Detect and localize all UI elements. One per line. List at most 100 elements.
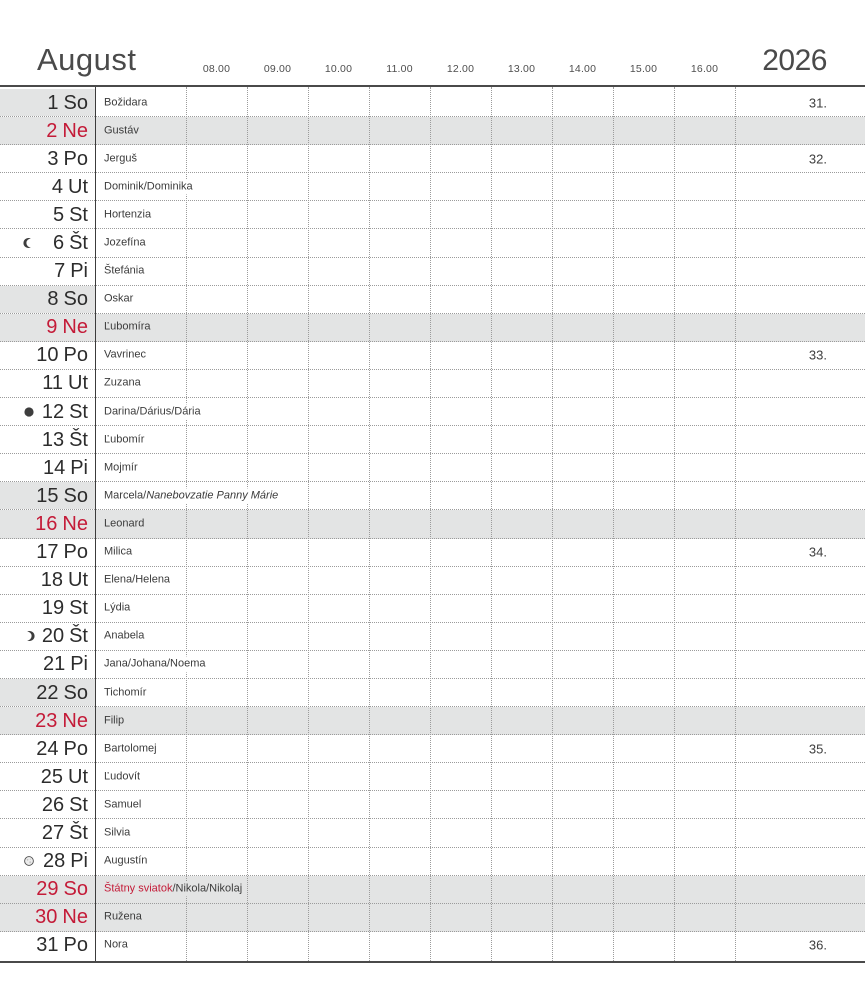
day-number: 17: [36, 541, 59, 564]
day-cell: 25 Ut: [0, 763, 95, 790]
day-cell: 31 Po: [0, 932, 95, 959]
day-number: 20: [41, 625, 65, 648]
nameday-segment: Jerguš: [104, 152, 138, 165]
day-row: 3 Po Jerguš 32.: [0, 145, 865, 174]
day-row: 30 Ne Ružena: [0, 903, 865, 932]
day-number: 19: [41, 597, 65, 620]
day-cell: 7 Pi: [0, 258, 95, 285]
day-row: 19 St Lýdia: [0, 595, 865, 623]
nameday-label: Tichomír: [104, 684, 152, 701]
weekday-label: St: [69, 793, 88, 816]
nameday-label: Samuel: [104, 797, 147, 813]
day-number: 8: [47, 288, 59, 311]
day-cell: 26 St: [0, 791, 95, 818]
day-row: 13 Št Ľubomír: [0, 426, 865, 455]
weekday-label: St: [69, 400, 88, 423]
weekday-label: Po: [63, 147, 88, 170]
nameday-label: Mojmír: [104, 460, 143, 476]
week-number: 33.: [808, 347, 827, 363]
nameday-label: Augustín: [104, 853, 153, 869]
nameday-label: Darina/Dárius/Dária: [104, 403, 206, 420]
moon-new-icon: [23, 406, 35, 418]
time-label: 12.00: [446, 63, 475, 75]
day-number: 2: [46, 119, 58, 142]
nameday-label: Ľudovít: [104, 769, 146, 785]
weekday-label: Pi: [70, 260, 88, 283]
day-cell: 28 Pi: [0, 848, 95, 875]
weekday-label: Št: [69, 821, 88, 844]
nameday-label: Marcela/Nanebovzatie Panny Márie: [104, 488, 284, 504]
nameday-segment: Milica: [104, 545, 133, 558]
nameday-label: Jana/Johana/Noema: [104, 656, 211, 673]
nameday-segment: Silvia: [104, 826, 131, 839]
nameday-segment: Augustín: [104, 854, 148, 867]
day-number: 31: [36, 934, 59, 957]
weekday-label: Po: [63, 541, 88, 564]
weekday-label: Št: [69, 428, 88, 451]
day-number: 18: [40, 569, 63, 592]
day-cell: 21 Pi: [0, 651, 95, 678]
time-label: 11.00: [386, 63, 413, 75]
week-number: 34.: [808, 544, 827, 560]
nameday-segment: Anabela: [104, 629, 145, 642]
day-number: 27: [41, 821, 65, 844]
day-cell: 5 St: [0, 201, 95, 228]
weekday-label: Pi: [70, 456, 88, 479]
weekday-label: Po: [63, 737, 88, 760]
weekday-label: So: [63, 681, 88, 704]
nameday-segment: Ľubomíra: [104, 320, 151, 333]
nameday-segment: Filip: [104, 714, 125, 727]
nameday-label: Elena/Helena: [104, 572, 176, 588]
day-number: 29: [36, 878, 59, 901]
weekday-label: Ne: [62, 709, 88, 732]
day-row: 18 Ut Elena/Helena: [0, 567, 865, 595]
nameday-segment: Marcela/: [104, 489, 147, 502]
day-cell: 12 St: [0, 398, 95, 425]
day-cell: 6 Št: [0, 229, 95, 256]
nameday-label: Lýdia: [104, 600, 136, 616]
nameday-label: Silvia: [104, 825, 136, 841]
day-number: 5: [52, 203, 65, 226]
weekday-label: So: [63, 91, 88, 114]
nameday-label: Leonard: [104, 516, 150, 532]
day-number: 11: [42, 372, 63, 395]
day-number: 7: [54, 260, 66, 283]
nameday-label: Anabela: [104, 628, 150, 644]
day-row: 11 Ut Zuzana: [0, 370, 865, 399]
nameday-label: Ľubomíra: [104, 319, 156, 335]
nameday-segment: Ľubomír: [104, 433, 145, 446]
day-number: 23: [35, 709, 58, 732]
nameday-segment: Leonard: [104, 517, 145, 530]
nameday-segment: Oskar: [104, 292, 134, 305]
day-number: 25: [40, 765, 63, 788]
day-cell: 18 Ut: [0, 567, 95, 594]
day-cell: 9 Ne: [0, 314, 95, 341]
nameday-label: Božidara: [104, 94, 153, 111]
day-number: 10: [36, 344, 59, 367]
nameday-segment: Samuel: [104, 798, 142, 811]
day-row: 2 Ne Gustáv: [0, 117, 865, 146]
day-number: 1: [47, 91, 59, 114]
day-cell: 3 Po: [0, 145, 95, 172]
day-cell: 30 Ne: [0, 904, 95, 931]
weekday-label: Ut: [68, 765, 88, 788]
day-cell: 11 Ut: [0, 370, 95, 397]
nameday-label: Ľubomír: [104, 432, 150, 448]
weekday-label: Po: [63, 344, 88, 367]
week-number: 31.: [808, 95, 827, 111]
nameday-segment: Darina/Dárius/Dária: [104, 404, 201, 417]
day-number: 15: [36, 484, 59, 507]
weekday-label: St: [69, 203, 88, 226]
nameday-segment: /Nikola/Nikolaj: [172, 882, 243, 895]
time-label: 13.00: [507, 63, 536, 75]
year-label: 2026: [762, 44, 827, 77]
day-number: 24: [36, 737, 59, 760]
nameday-segment: Nora: [104, 938, 128, 951]
page-header: August 08.00 09.00 10.00 11.00 12.00 13.00 14.…: [0, 0, 865, 85]
day-cell: 27 Št: [0, 819, 95, 846]
day-row: 22 So Tichomír: [0, 678, 865, 708]
weekday-label: Ut: [68, 569, 88, 592]
weekday-label: Ne: [62, 512, 88, 535]
day-number: 6: [52, 232, 65, 255]
day-row: 15 So Marcela/Nanebovzatie Panny Márie: [0, 482, 865, 511]
